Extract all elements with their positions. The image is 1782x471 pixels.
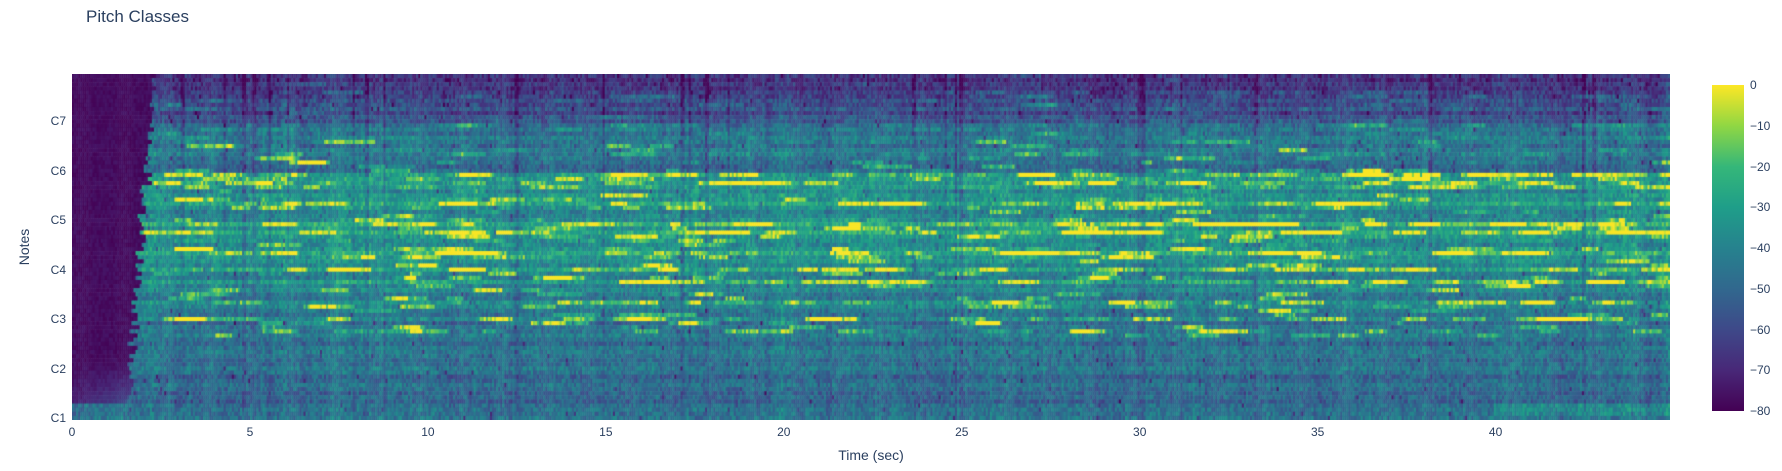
colorbar-tick-label: −60 (1750, 322, 1771, 337)
colorbar-tick-label: −10 (1750, 118, 1771, 133)
colorbar-tick-label: 0 (1750, 78, 1757, 92)
y-tick-label: C5 (50, 213, 66, 228)
y-tick-label: C2 (50, 361, 66, 376)
colorbar-tick-label: −20 (1750, 159, 1771, 174)
y-tick-label: C1 (50, 410, 66, 425)
y-tick-label: C7 (50, 114, 66, 129)
x-tick-label: 15 (599, 425, 613, 439)
colorbar-tick-label: −80 (1750, 404, 1771, 418)
y-tick-label: C3 (50, 312, 66, 327)
colorbar-gradient (1712, 85, 1744, 411)
y-tick-label: C4 (50, 262, 66, 277)
x-tick-label: 35 (1310, 425, 1325, 439)
colorbar-tick-label: −50 (1750, 281, 1771, 296)
y-axis-title: Notes (16, 228, 32, 266)
x-tick-label: 0 (68, 425, 76, 439)
x-tick-label: 25 (955, 425, 969, 439)
x-tick-label: 30 (1133, 425, 1147, 439)
chart-title: Pitch Classes (86, 7, 189, 26)
colorbar-tick-label: −40 (1750, 241, 1771, 255)
x-tick-label: 40 (1488, 425, 1503, 439)
x-axis-title: Time (sec) (838, 447, 904, 463)
x-tick-label: 5 (246, 425, 254, 439)
colorbar-tick-label: −70 (1750, 363, 1771, 378)
y-tick-label: C6 (50, 163, 66, 178)
heatmap-canvas[interactable] (72, 74, 1670, 420)
x-tick-label: 10 (421, 425, 435, 439)
x-tick-label: 20 (777, 425, 791, 439)
colorbar-tick-label: −30 (1750, 200, 1771, 215)
